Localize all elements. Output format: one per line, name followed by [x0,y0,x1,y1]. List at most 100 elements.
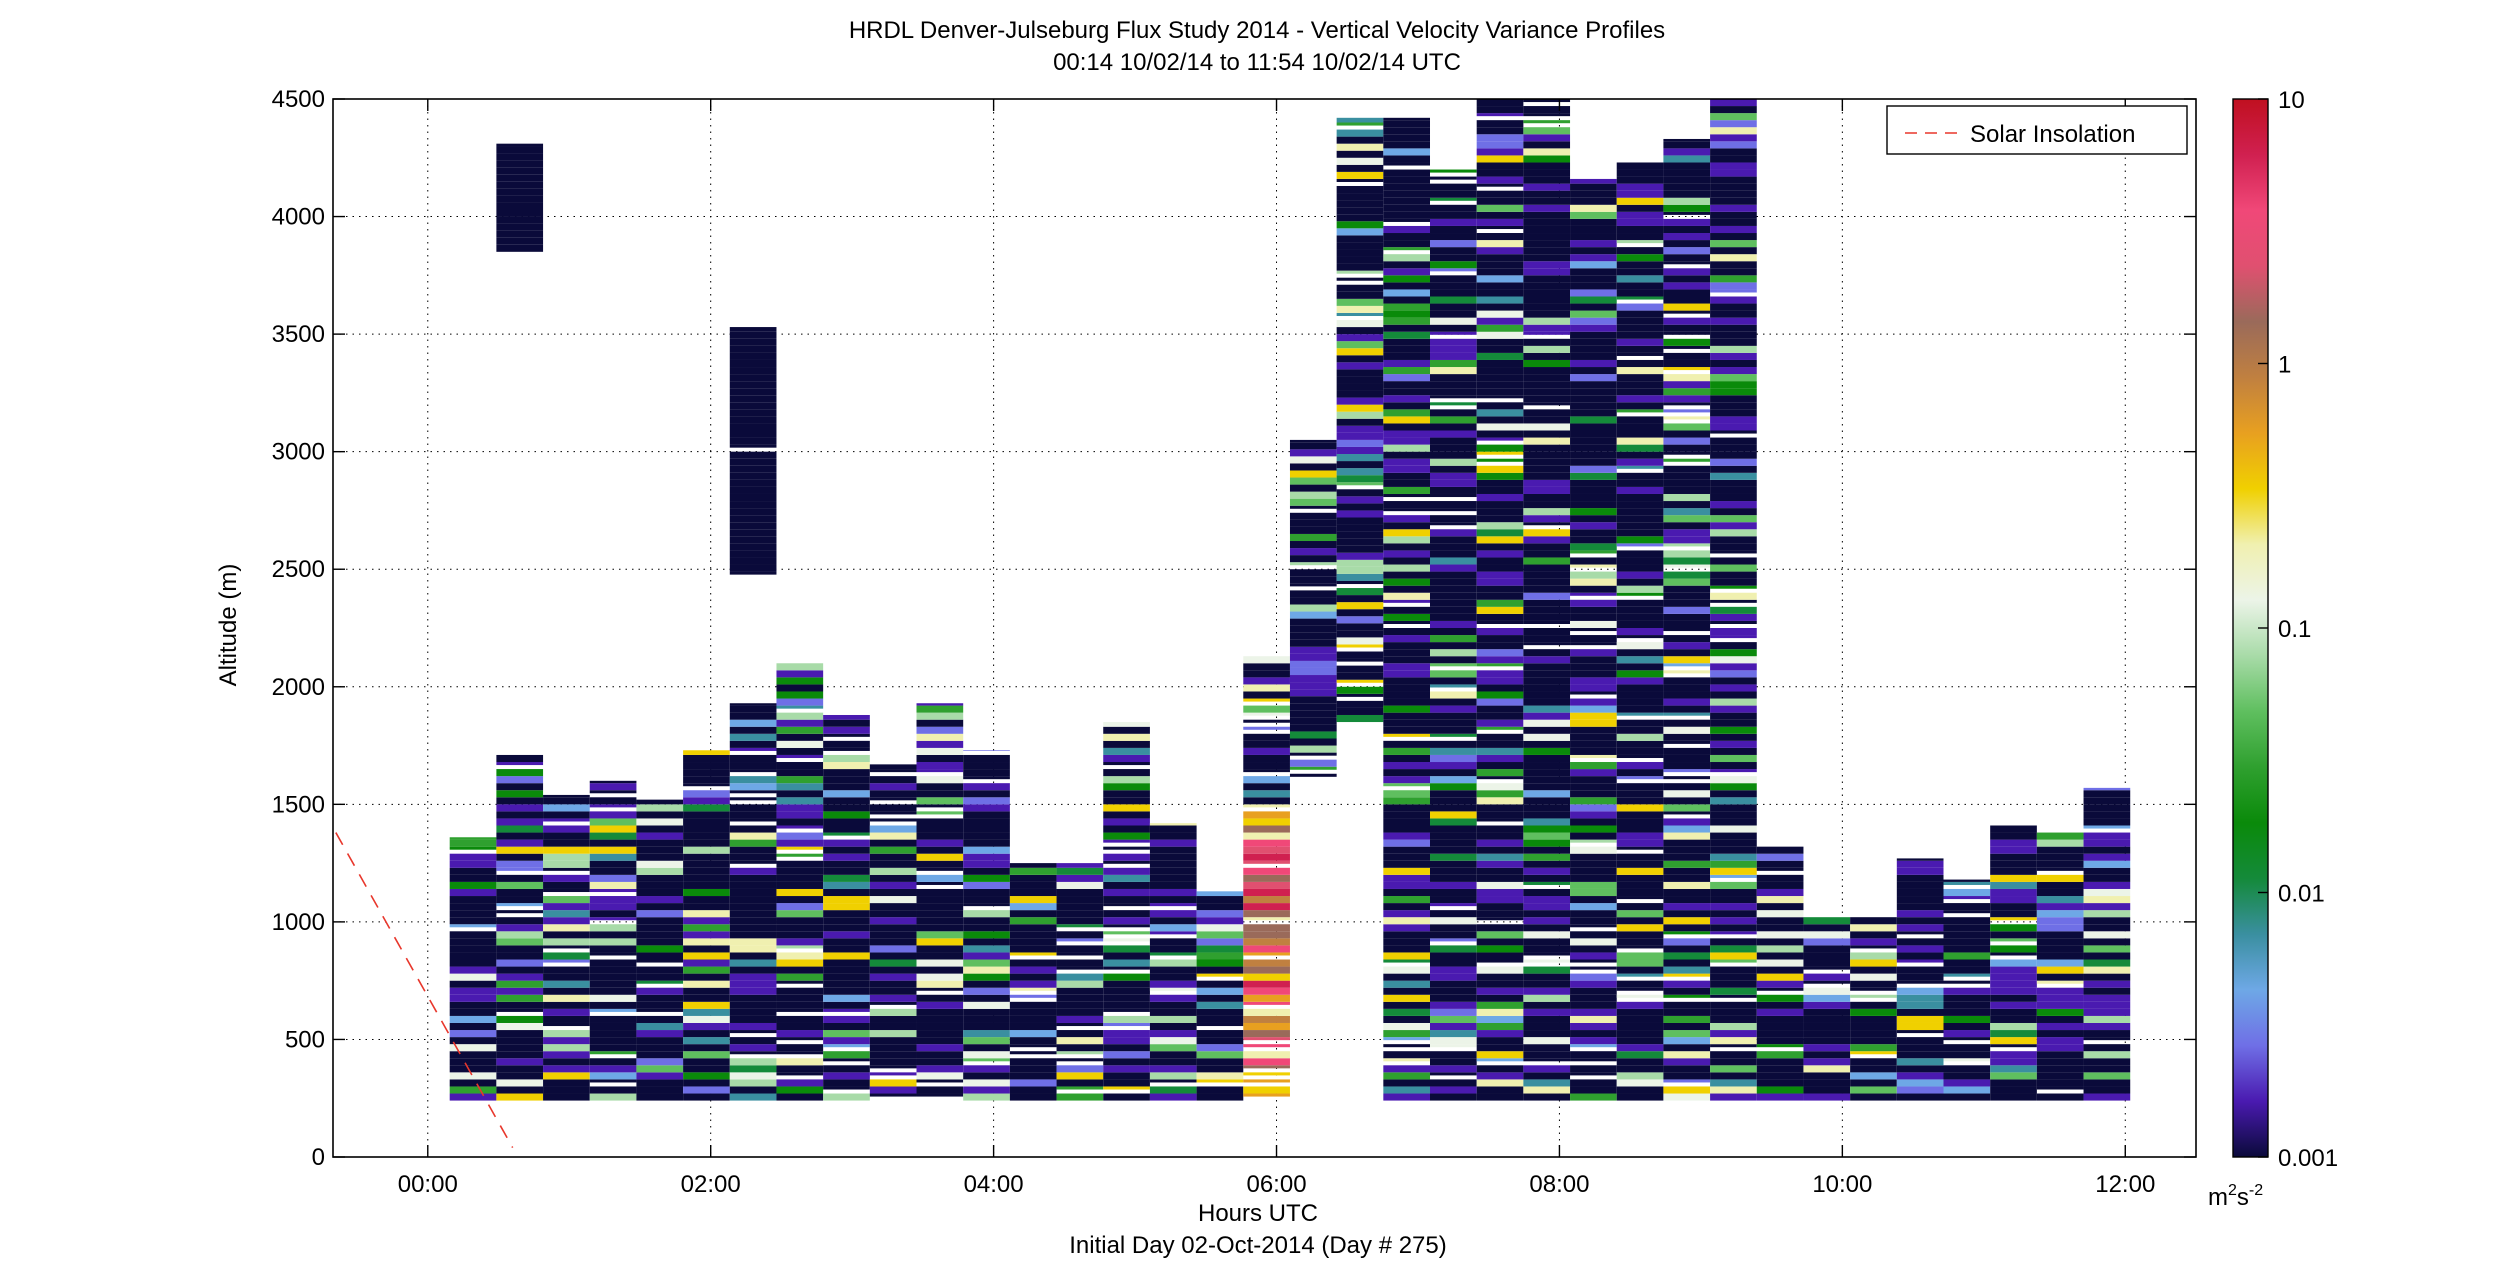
profile-cell [1616,1072,1664,1080]
profile-cell [1476,275,1524,283]
profile-cell [916,945,964,953]
profile-cell [2083,839,2131,847]
profile-cell [1570,282,1617,290]
profile-cell [1990,1030,2037,1038]
profile-cell [1710,628,1757,636]
profile-cell [729,388,777,396]
profile-cell [1756,1022,1804,1031]
colorbar-unit: m2s-2 [2208,1182,2263,1211]
profile-cell [1289,583,1337,587]
profile-cell [683,860,730,868]
profile-cell [1289,710,1337,718]
profile-cell [1430,966,1477,974]
profile-cell [1103,945,1150,953]
profile-cell [916,1058,964,1066]
profile-cell [1476,303,1524,311]
profile-cell [543,1058,590,1066]
profile-cell [636,853,684,861]
profile-cell [1663,183,1711,191]
profile-cell [1383,1051,1431,1059]
profile-cell [1383,381,1431,389]
profile-cell [1990,1008,2037,1016]
profile-cell [1289,611,1337,619]
profile-cell [1196,945,1244,953]
profile-cell [496,146,544,154]
profile-cell [1570,754,1617,759]
profile-cell [1430,169,1477,173]
profile-cell [823,846,870,854]
profile-cell [729,1072,777,1080]
profile-cell [2083,1022,2131,1031]
profile-cell [1476,501,1524,509]
profile-cell [1523,113,1571,117]
profile-cell [636,846,684,854]
profile-cell [1430,1093,1477,1101]
profile-cell [1616,578,1664,586]
profile-cell [776,712,824,720]
profile-cell [1616,776,1664,780]
profile-cell [2036,1030,2084,1038]
profile-cell [869,846,917,854]
profile-cell [1990,1079,2037,1087]
profile-cell [1756,896,1804,904]
profile-cell [1570,409,1617,417]
profile-cell [496,754,544,763]
profile-cell [963,1072,1010,1080]
profile-cell [729,733,777,741]
profile-cell [1243,938,1290,946]
profile-cell [1663,881,1711,889]
profile-cell [1523,881,1571,885]
profile-cell [1756,867,1804,871]
profile-cell [776,747,824,755]
profile-cell [1476,254,1524,262]
profile-cell [2036,1022,2084,1031]
profile-cell [729,395,777,403]
profile-cell [636,987,684,995]
profile-cell [1243,677,1290,685]
profile-cell [776,966,824,974]
profile-cell [1710,183,1757,191]
profile-cell [1430,733,1477,737]
profile-cell [589,910,637,918]
profile-cell [1616,620,1664,628]
profile-cell [1009,896,1057,904]
y-tick-label: 2000 [272,674,325,701]
profile-cell [869,811,917,815]
profile-cell [1616,529,1664,537]
profile-cell [1756,973,1804,981]
profile-cell [1616,444,1664,452]
profile-cell [1476,571,1524,579]
profile-cell [1383,620,1431,624]
profile-cell [1756,1015,1804,1023]
profile-cell [1663,352,1711,360]
profile-cell [1663,980,1711,988]
profile-cell [1756,1086,1804,1094]
profile-cell [496,1037,544,1045]
profile-cell [1990,938,2037,942]
profile-cell [729,564,777,572]
profile-cell [1570,1051,1617,1059]
profile-cell [1570,635,1617,643]
profile-cell [1616,811,1664,819]
profile-cell [636,839,684,847]
profile-cell [1570,684,1617,692]
profile-cell [1243,747,1290,755]
profile-cell [1570,416,1617,424]
profile-cell [1850,980,1897,988]
profile-cell [1663,620,1711,628]
profile-cell [1476,261,1524,269]
profile-cell [1943,903,1991,911]
profile-cell [2036,853,2084,861]
profile-cell [1009,1079,1057,1087]
profile-cell [1756,853,1804,861]
profile-cell [1103,980,1150,988]
profile-cell [1430,550,1477,558]
profile-cell [1663,987,1711,995]
profile-cell [963,980,1010,988]
profile-cell [1616,1022,1664,1031]
profile-cell [1196,1058,1244,1066]
profile-cell [1710,324,1757,332]
profile-cell [869,1037,917,1045]
profile-cell [1149,994,1197,1002]
profile-cell [496,980,544,988]
